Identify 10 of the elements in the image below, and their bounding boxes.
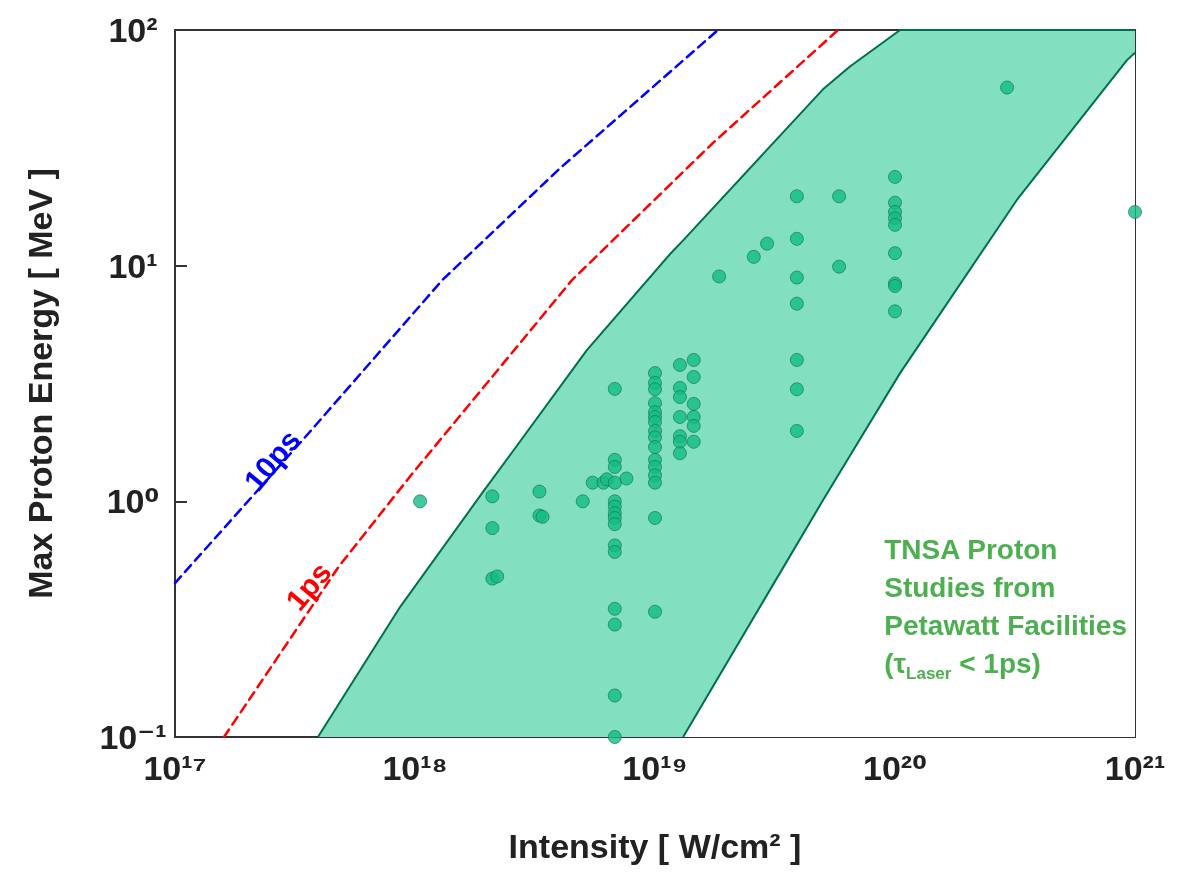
y-tick-label: 10² — [108, 11, 158, 49]
y-axis-title: Max Proton Energy [ MeV ] — [21, 168, 59, 599]
y-tick-label: 10⁰ — [106, 482, 160, 521]
x-tick-label: 10²¹ — [1104, 749, 1166, 787]
x-tick-label: 10¹⁹ — [622, 749, 688, 787]
text: 1ps — [279, 555, 338, 617]
y-tick-label: 10¹ — [108, 246, 158, 285]
x-tick-label: 10¹⁸ — [382, 749, 448, 787]
x-axis-title: Intensity [ W/cm² ] — [508, 827, 802, 865]
x-tick-label: 10²⁰ — [862, 749, 928, 787]
